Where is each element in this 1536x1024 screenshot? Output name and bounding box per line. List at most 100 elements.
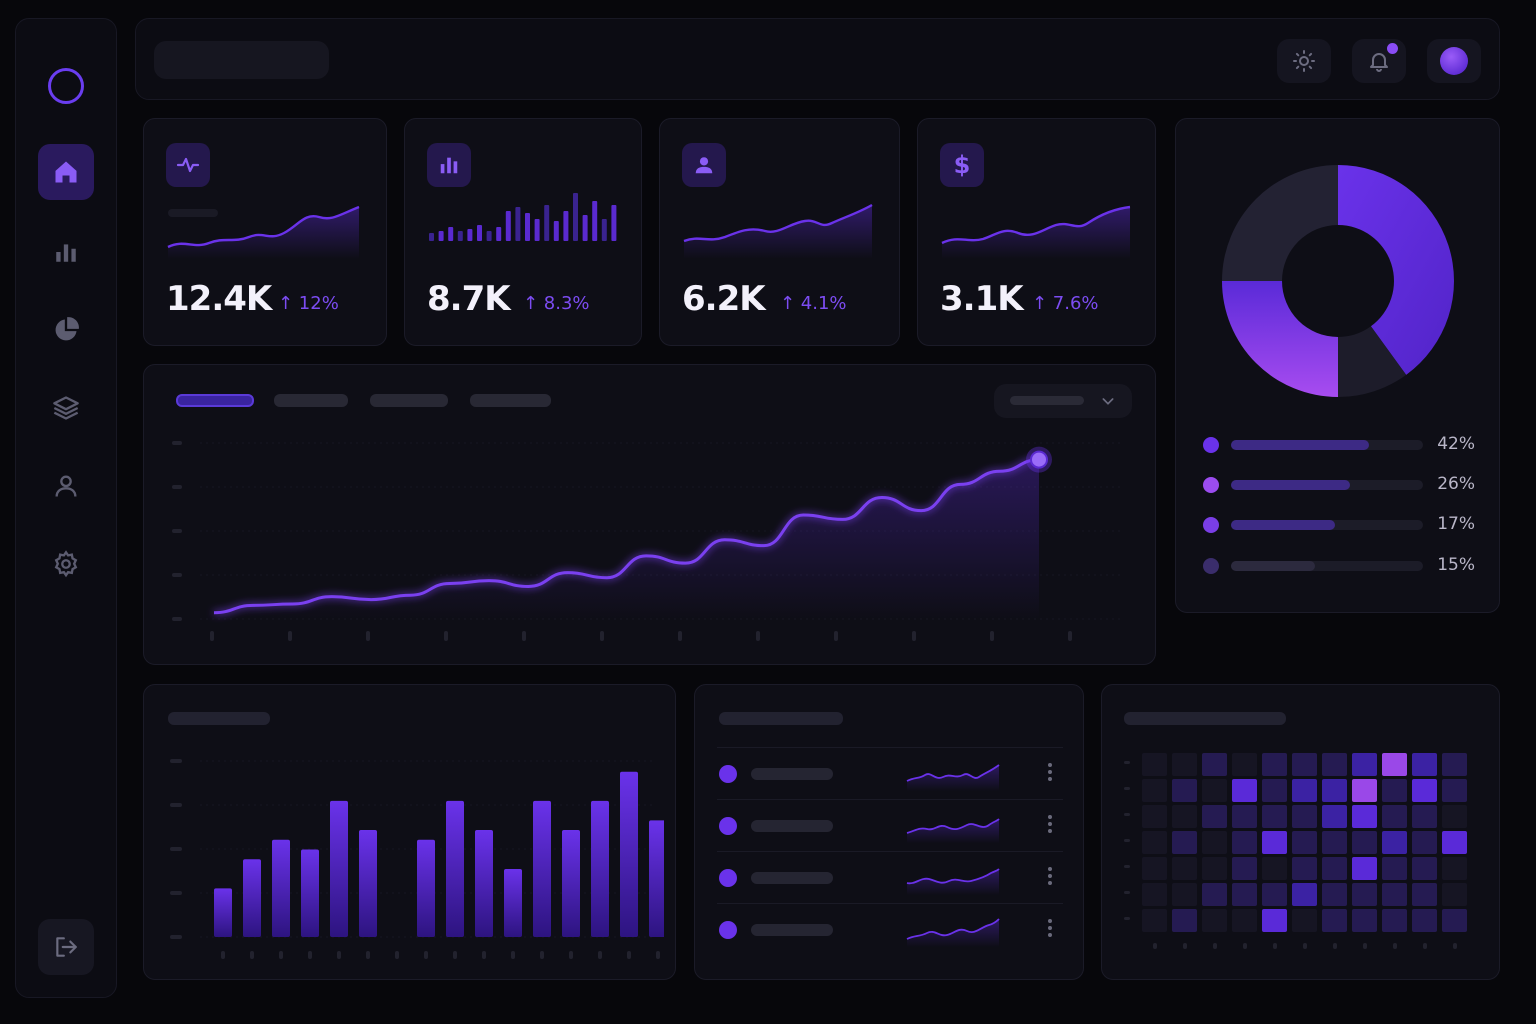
heatmap-cell[interactable] — [1292, 805, 1317, 828]
bar[interactable] — [301, 849, 319, 938]
heatmap-cell[interactable] — [1292, 883, 1317, 906]
heatmap-cell[interactable] — [1382, 831, 1407, 854]
heatmap-cell[interactable] — [1202, 857, 1227, 880]
heatmap-cell[interactable] — [1172, 883, 1197, 906]
highlight-point[interactable] — [1030, 450, 1048, 469]
list-item[interactable] — [695, 851, 1085, 903]
heatmap-cell[interactable] — [1262, 779, 1287, 802]
bar[interactable] — [330, 800, 348, 937]
heatmap-cell[interactable] — [1442, 805, 1467, 828]
heatmap-cell[interactable] — [1322, 909, 1347, 932]
bar[interactable] — [649, 820, 664, 937]
heatmap-cell[interactable] — [1322, 779, 1347, 802]
heatmap-cell[interactable] — [1352, 909, 1377, 932]
heatmap-cell[interactable] — [1202, 779, 1227, 802]
heatmap-cell[interactable] — [1172, 831, 1197, 854]
heatmap-cell[interactable] — [1142, 857, 1167, 880]
legend-row[interactable]: 15% — [1203, 555, 1483, 577]
heatmap-cell[interactable] — [1382, 779, 1407, 802]
heatmap-cell[interactable] — [1352, 857, 1377, 880]
heatmap-cell[interactable] — [1262, 909, 1287, 932]
heatmap-cell[interactable] — [1232, 753, 1257, 776]
heatmap-cell[interactable] — [1382, 753, 1407, 776]
heatmap-cell[interactable] — [1352, 831, 1377, 854]
heatmap-cell[interactable] — [1382, 909, 1407, 932]
heatmap-cell[interactable] — [1442, 831, 1467, 854]
heatmap-cell[interactable] — [1352, 883, 1377, 906]
bar[interactable] — [504, 868, 522, 937]
heatmap-cell[interactable] — [1172, 779, 1197, 802]
theme-toggle-button[interactable] — [1277, 39, 1331, 83]
stat-card-2[interactable]: 8.7K ↑ 8.3% — [404, 118, 642, 346]
heatmap-cell[interactable] — [1412, 805, 1437, 828]
heatmap-cell[interactable] — [1202, 909, 1227, 932]
heatmap-cell[interactable] — [1142, 753, 1167, 776]
heatmap-cell[interactable] — [1202, 883, 1227, 906]
heatmap-cell[interactable] — [1382, 883, 1407, 906]
bar[interactable] — [475, 830, 493, 937]
heatmap-cell[interactable] — [1292, 779, 1317, 802]
heatmap-cell[interactable] — [1352, 805, 1377, 828]
tab-4[interactable] — [470, 394, 551, 407]
heatmap-cell[interactable] — [1292, 753, 1317, 776]
heatmap-cell[interactable] — [1262, 831, 1287, 854]
sidebar-item-home[interactable] — [38, 144, 94, 200]
heatmap-cell[interactable] — [1172, 753, 1197, 776]
heatmap-cell[interactable] — [1382, 857, 1407, 880]
kebab-icon[interactable] — [1047, 763, 1053, 785]
heatmap-cell[interactable] — [1382, 805, 1407, 828]
logo[interactable] — [48, 68, 84, 104]
tab-1[interactable] — [176, 394, 254, 407]
bar[interactable] — [243, 859, 261, 937]
heatmap-cell[interactable] — [1322, 857, 1347, 880]
heatmap-cell[interactable] — [1202, 831, 1227, 854]
heatmap-cell[interactable] — [1412, 779, 1437, 802]
sidebar-item-settings[interactable] — [38, 536, 94, 592]
tab-2[interactable] — [274, 394, 348, 407]
heatmap-cell[interactable] — [1142, 805, 1167, 828]
heatmap-cell[interactable] — [1292, 857, 1317, 880]
heatmap-cell[interactable] — [1262, 805, 1287, 828]
bar[interactable] — [620, 771, 638, 937]
heatmap-cell[interactable] — [1172, 805, 1197, 828]
search-input[interactable] — [154, 41, 329, 79]
sidebar-item-reports[interactable] — [38, 302, 94, 358]
list-item[interactable] — [695, 747, 1085, 799]
heatmap-cell[interactable] — [1442, 779, 1467, 802]
heatmap-cell[interactable] — [1442, 753, 1467, 776]
bar[interactable] — [272, 839, 290, 937]
heatmap-cell[interactable] — [1442, 909, 1467, 932]
heatmap-cell[interactable] — [1442, 857, 1467, 880]
heatmap-cell[interactable] — [1232, 831, 1257, 854]
legend-row[interactable]: 17% — [1203, 514, 1483, 536]
notifications-button[interactable] — [1352, 39, 1406, 83]
heatmap-cell[interactable] — [1232, 883, 1257, 906]
heatmap-cell[interactable] — [1412, 831, 1437, 854]
stat-card-3[interactable]: 6.2K ↑ 4.1% — [659, 118, 900, 346]
list-item[interactable] — [695, 903, 1085, 955]
sidebar-item-layers[interactable] — [38, 380, 94, 436]
legend-row[interactable]: 42% — [1203, 434, 1483, 456]
logout-button[interactable] — [38, 919, 94, 975]
heatmap-cell[interactable] — [1142, 779, 1167, 802]
bar[interactable] — [533, 800, 551, 937]
heatmap-cell[interactable] — [1412, 857, 1437, 880]
heatmap-cell[interactable] — [1292, 909, 1317, 932]
heatmap-cell[interactable] — [1412, 753, 1437, 776]
list-item[interactable] — [695, 799, 1085, 851]
heatmap-cell[interactable] — [1202, 753, 1227, 776]
bar[interactable] — [446, 800, 464, 937]
heatmap-cell[interactable] — [1262, 857, 1287, 880]
stat-card-1[interactable]: 12.4K ↑ 12% — [143, 118, 387, 346]
heatmap-cell[interactable] — [1232, 779, 1257, 802]
heatmap-cell[interactable] — [1232, 909, 1257, 932]
tab-3[interactable] — [370, 394, 448, 407]
heatmap-cell[interactable] — [1142, 909, 1167, 932]
heatmap-cell[interactable] — [1172, 909, 1197, 932]
heatmap-cell[interactable] — [1322, 831, 1347, 854]
sidebar-item-analytics[interactable] — [38, 224, 94, 280]
heatmap-cell[interactable] — [1202, 805, 1227, 828]
bar[interactable] — [591, 800, 609, 937]
legend-row[interactable]: 26% — [1203, 474, 1483, 496]
heatmap-cell[interactable] — [1262, 883, 1287, 906]
